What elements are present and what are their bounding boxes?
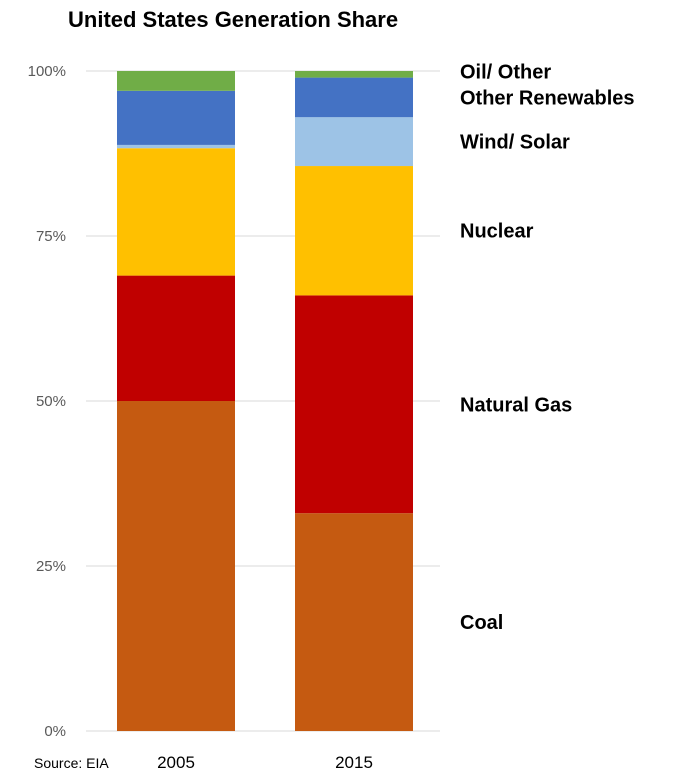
x-category-label: 2015 xyxy=(335,753,373,772)
y-tick-label: 75% xyxy=(36,228,66,245)
bar-segment xyxy=(295,513,413,731)
x-axis-categories: 2005 2015 xyxy=(157,753,373,772)
bar-segment xyxy=(117,90,235,145)
bar-segment xyxy=(295,117,413,167)
chart-title: United States Generation Share xyxy=(68,7,398,32)
bar-segment xyxy=(295,77,413,118)
bar-segment xyxy=(117,401,235,731)
y-tick-label: 25% xyxy=(36,558,66,575)
series-label: Nuclear xyxy=(460,221,534,243)
bar-segment xyxy=(117,275,235,401)
series-label: Oil/ Other xyxy=(460,61,551,83)
y-tick-label: 50% xyxy=(36,393,66,410)
source-note: Source: EIA xyxy=(34,755,109,771)
bar-segment xyxy=(117,144,235,149)
series-label: Wind/ Solar xyxy=(460,132,570,154)
series-labels: Coal Natural Gas Nuclear Wind/ Solar Other R… xyxy=(460,61,635,634)
bar-segment xyxy=(117,148,235,276)
series-label: Other Renewables xyxy=(460,87,635,109)
bar-segment xyxy=(295,295,413,514)
y-axis-ticks: 0% 25% 50% 75% 100% xyxy=(28,63,66,740)
y-tick-label: 0% xyxy=(44,723,66,740)
stacked-bars xyxy=(117,71,413,731)
bar-segment xyxy=(117,71,235,91)
y-tick-label: 100% xyxy=(28,63,66,80)
bar-segment xyxy=(295,71,413,78)
series-label: Natural Gas xyxy=(460,394,572,416)
bar-segment xyxy=(295,166,413,296)
series-label: Coal xyxy=(460,612,503,634)
x-category-label: 2005 xyxy=(157,753,195,772)
